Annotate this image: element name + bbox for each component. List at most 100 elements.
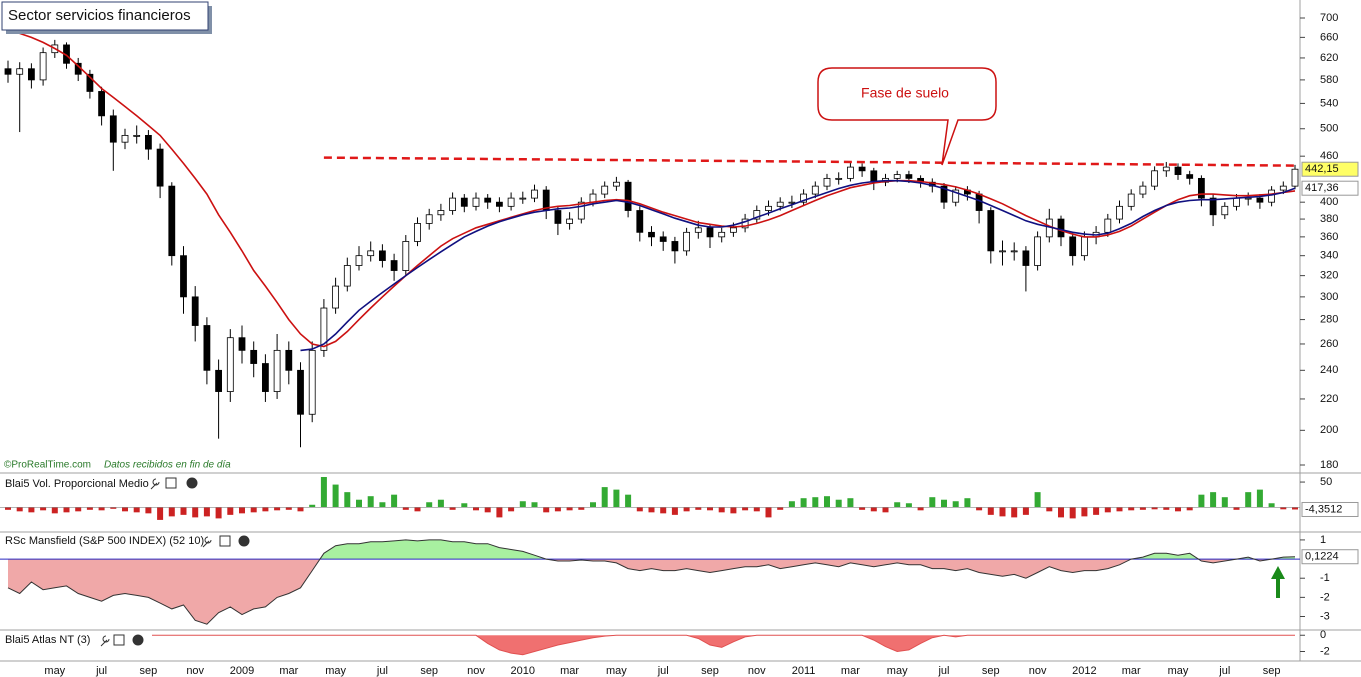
bar (16, 507, 23, 512)
candle-body (1233, 197, 1240, 207)
bar (51, 507, 58, 514)
bar (508, 507, 515, 512)
x-tick-label: 2011 (792, 665, 816, 677)
candle-body (671, 241, 679, 252)
bar (543, 507, 550, 513)
bar (952, 501, 959, 508)
bar (1292, 507, 1298, 510)
bar (601, 487, 608, 508)
last-value-box (1301, 161, 1359, 177)
bar (531, 502, 538, 508)
candle-body (858, 166, 866, 172)
bar (625, 494, 632, 508)
bar (847, 498, 854, 508)
moving-average (7, 29, 1296, 348)
bar (718, 507, 725, 513)
x-tick-label: jul (1218, 665, 1230, 677)
bar (765, 507, 772, 518)
candle-body (589, 193, 597, 203)
candle-body (250, 349, 258, 364)
bar (1268, 503, 1275, 508)
bar (1151, 507, 1158, 510)
bar (367, 496, 374, 508)
candle-body (741, 218, 749, 229)
candle-body (601, 185, 609, 195)
candle-body (1010, 250, 1018, 253)
x-tick-label: mar (560, 665, 579, 677)
bar (332, 484, 339, 508)
settings-icon[interactable] (100, 635, 110, 647)
window-icon[interactable] (113, 634, 125, 646)
candle-body (753, 210, 761, 220)
panel-icons[interactable] (100, 634, 144, 647)
candle-body (683, 231, 690, 252)
x-tick-label: mar (841, 665, 860, 677)
x-tick-label: 2009 (230, 665, 254, 677)
settings-icon[interactable] (202, 536, 212, 548)
candle-body (1186, 174, 1194, 179)
bar (110, 507, 117, 509)
panel-icons[interactable] (150, 477, 198, 490)
bar (929, 497, 936, 508)
bar (86, 507, 93, 510)
bar (461, 503, 468, 508)
bar (870, 507, 877, 512)
x-tick-label: jul (937, 665, 949, 677)
last-value-box (1301, 549, 1359, 565)
bar (671, 507, 678, 515)
candle-body (203, 325, 211, 371)
bar (1093, 507, 1100, 515)
panel-icons[interactable] (202, 535, 250, 548)
x-tick-label: sep (420, 665, 438, 677)
candle-body (495, 201, 503, 207)
y-tick-label: 500 (1320, 123, 1338, 135)
x-tick-label: sep (701, 665, 719, 677)
candle-body (765, 205, 772, 211)
candle-body (191, 296, 199, 326)
y-tick-label: 360 (1320, 231, 1338, 243)
y-tick-label: -3 (1320, 610, 1330, 622)
window-icon[interactable] (219, 535, 231, 547)
candle-body (1174, 166, 1182, 175)
x-tick-label: sep (982, 665, 1000, 677)
bar (379, 502, 386, 508)
close-icon[interactable] (238, 535, 250, 547)
candle-body (811, 185, 819, 195)
last-value-label: -4,3512 (1305, 503, 1342, 515)
y-tick-label: 220 (1320, 393, 1338, 405)
bar (473, 507, 479, 511)
bar (1116, 507, 1123, 512)
candle-body (1256, 197, 1264, 203)
bar (250, 507, 257, 513)
candle-body (273, 349, 281, 392)
panel-title-bg (2, 533, 252, 549)
settings-icon[interactable] (150, 478, 160, 490)
candle-body (27, 68, 35, 81)
bar (1280, 507, 1287, 510)
candle-body (1209, 197, 1217, 216)
bar (753, 507, 760, 512)
bar (356, 499, 362, 508)
candle-body (144, 134, 152, 150)
candle-body (847, 166, 854, 179)
bar (192, 507, 199, 518)
bar (1233, 507, 1240, 510)
candle-body (390, 260, 398, 271)
plot: 180 200 220 240 260 280 300 320 340 360 380 400 460 5… (0, 12, 1359, 677)
close-icon[interactable] (132, 634, 144, 646)
candle-body (86, 73, 94, 92)
candle-body (531, 189, 538, 199)
bar (496, 507, 503, 518)
y-tick-label: 0 (1320, 629, 1326, 641)
candle-body (718, 231, 726, 238)
bar (98, 507, 105, 511)
bar (941, 499, 947, 508)
y-tick-label: -1 (1320, 572, 1330, 584)
last-value-label: 0,1224 (1305, 551, 1339, 563)
window-icon[interactable] (165, 477, 177, 489)
bar (859, 507, 866, 510)
y-tick-label: 700 (1320, 12, 1338, 24)
close-icon[interactable] (186, 477, 198, 489)
y-tick-label: 1 (1320, 534, 1326, 546)
x-tick-label: sep (140, 665, 158, 677)
